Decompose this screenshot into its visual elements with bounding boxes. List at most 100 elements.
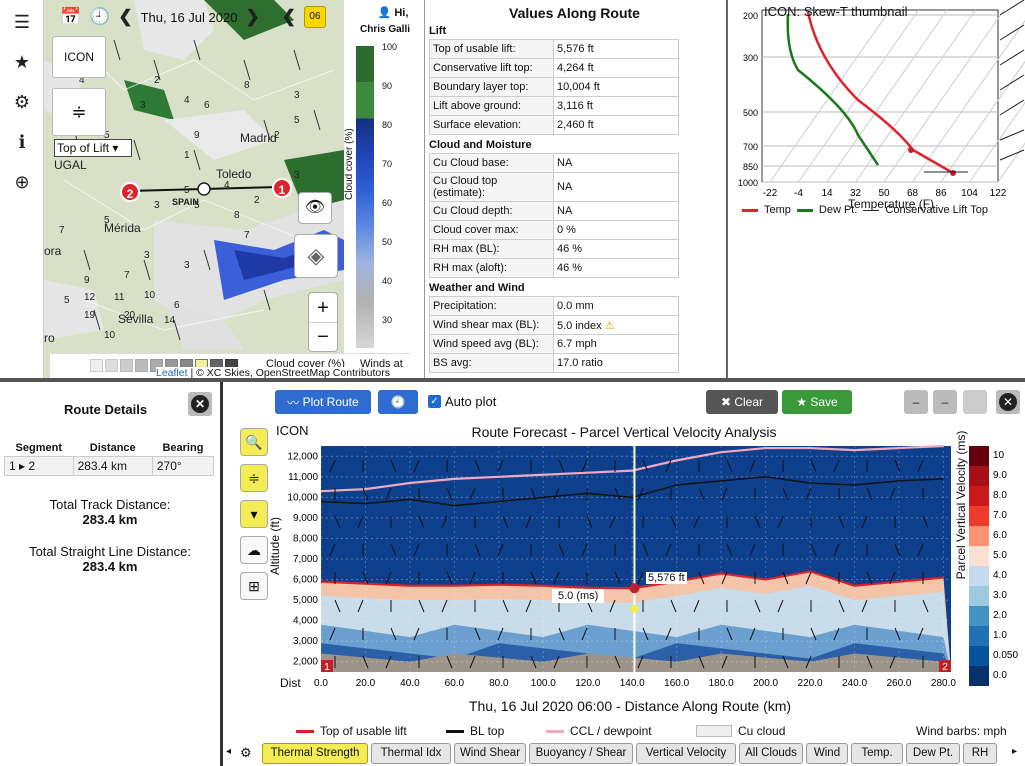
- colorbar-swatch: [969, 546, 989, 566]
- value-cell: 10,004 ft: [553, 77, 679, 97]
- value-label: Cu Cloud depth:: [429, 201, 554, 221]
- value-label: RH max (aloft):: [429, 258, 554, 278]
- left-sidebar: ☰ ★ ⚙ ℹ ⊕: [0, 0, 44, 378]
- tab-buoyancy-shear[interactable]: Buoyancy / Shear: [529, 743, 633, 764]
- prev-hour-icon[interactable]: ❮: [281, 7, 296, 26]
- series-line-1: [320, 476, 944, 507]
- skewt-temp-tick: 122: [990, 188, 1007, 199]
- calendar-icon[interactable]: 📅: [60, 7, 82, 26]
- save-button[interactable]: ★ Save: [782, 390, 852, 414]
- x-tick-label: 40.0: [400, 678, 420, 689]
- minimize-button[interactable]: –: [904, 390, 928, 414]
- tab-all-clouds[interactable]: All Clouds: [739, 743, 803, 764]
- total-track-value: 283.4 km: [82, 512, 138, 527]
- eye-icon[interactable]: 👁: [298, 192, 332, 224]
- route-marker-2[interactable]: 2: [120, 182, 140, 202]
- terrain: [321, 653, 951, 672]
- value-label: Cu Cloud top (estimate):: [429, 172, 554, 202]
- wind-icon[interactable]: ≑: [240, 464, 268, 492]
- tab-dew-pt-[interactable]: Dew Pt.: [906, 743, 960, 764]
- wind-icon[interactable]: ≑: [52, 88, 106, 136]
- value-cell: 5,576 ft: [553, 39, 679, 59]
- skewt-temp-tick: 86: [935, 188, 947, 199]
- wind-speed-label: 19: [84, 310, 96, 321]
- plot-route-label: Plot Route: [302, 395, 359, 409]
- next-day-icon[interactable]: ❯: [245, 7, 260, 26]
- skewt-temp-tick: 14: [821, 188, 833, 199]
- wind-speed-label: 9: [84, 275, 90, 286]
- value-label: Wind speed avg (BL):: [429, 334, 554, 354]
- cloud-icon[interactable]: ☁: [240, 536, 268, 564]
- layers-icon[interactable]: ◈: [294, 234, 338, 278]
- wind-speed-label: 5: [194, 200, 200, 211]
- colorbar-swatch: [969, 586, 989, 606]
- tab-thermal-idx[interactable]: Thermal Idx: [371, 743, 451, 764]
- col-distance: Distance: [89, 442, 136, 454]
- restore-button[interactable]: –: [933, 390, 957, 414]
- skewt-pressure-tick: 850: [743, 162, 758, 172]
- clear-button[interactable]: ✖ Clear: [706, 390, 778, 414]
- tab-thermal-strength[interactable]: Thermal Strength: [262, 743, 368, 764]
- search-icon[interactable]: 🔍: [240, 428, 268, 456]
- plot-route-button[interactable]: 〰 Plot Route: [275, 390, 371, 414]
- skewt-pressure-tick: 300: [743, 53, 758, 63]
- user-name[interactable]: Chris Galli: [359, 24, 410, 35]
- crosshair-icon[interactable]: ⊕: [14, 172, 30, 192]
- colorbar-title: Parcel Vertical Velocity (ms): [954, 430, 968, 580]
- route-marker-1[interactable]: 1: [272, 178, 292, 198]
- place-label: UGAL: [54, 158, 87, 172]
- hamburger-menu-icon[interactable]: ☰: [13, 12, 31, 32]
- horizontal-divider[interactable]: [0, 378, 1025, 382]
- value-label: Boundary layer top:: [429, 77, 554, 97]
- table-row: Cu Cloud top (estimate): NA: [429, 172, 679, 202]
- legend-tick: 80: [382, 120, 393, 130]
- skewt-xlabel: Temperature (F): [848, 197, 935, 211]
- tab-rh[interactable]: RH: [963, 743, 997, 764]
- auto-plot-checkbox[interactable]: ✓: [428, 395, 441, 408]
- map-view[interactable]: Madrid Toledo SPAIN Mérida Sevilla UGAL ora ro 2…: [44, 0, 344, 380]
- star-icon[interactable]: ★: [13, 52, 31, 72]
- route-close-button[interactable]: ✕: [188, 392, 212, 416]
- table-row: Cloud cover max: 0 %: [429, 220, 679, 240]
- place-label: ora: [44, 244, 62, 258]
- tabs-right-icon[interactable]: ▸: [1012, 746, 1018, 757]
- value-label: Conservative lift top:: [429, 58, 554, 78]
- prev-day-icon[interactable]: ❮: [118, 7, 133, 26]
- legend-title: Cloud cover (%): [344, 128, 355, 200]
- x-tick-label: 60.0: [445, 678, 465, 689]
- maximize-button[interactable]: [963, 390, 987, 414]
- wind-speed-label: 2: [274, 130, 280, 141]
- zoom-out-button[interactable]: −: [317, 326, 329, 348]
- zoom-in-button[interactable]: +: [309, 293, 337, 323]
- map-bottom-bar: Cloud cover (%) Winds at Leaflet | © XC …: [50, 353, 410, 379]
- x-tick-label: 240.0: [842, 678, 867, 689]
- tab-vertical-velocity[interactable]: Vertical Velocity: [636, 743, 736, 764]
- tab-wind[interactable]: Wind: [806, 743, 848, 764]
- gear-icon[interactable]: ⚙: [13, 92, 31, 112]
- tabs-left-icon[interactable]: ◂: [226, 746, 232, 757]
- model-button[interactable]: ICON: [52, 36, 106, 78]
- forecast-close-button[interactable]: ✕: [996, 390, 1020, 414]
- layer-select[interactable]: Top of Lift ▾: [54, 139, 132, 157]
- time-button[interactable]: 🕘: [378, 390, 418, 414]
- wind-speed-label: 7: [124, 270, 130, 281]
- colorbar-tick: 10: [993, 450, 1005, 461]
- colorbar-swatch: [969, 606, 989, 626]
- tab-temp-[interactable]: Temp.: [851, 743, 903, 764]
- dist-label: Dist: [280, 676, 301, 690]
- tab-wind-shear[interactable]: Wind Shear: [454, 743, 526, 764]
- legend-tick: 40: [382, 276, 393, 286]
- wind-speed-label: 2: [154, 75, 160, 86]
- colorbar-swatch: [969, 666, 989, 686]
- expand-icon[interactable]: ⊞: [240, 572, 268, 600]
- table-row[interactable]: 1 ▸ 2 283.4 km 270°: [4, 456, 215, 476]
- leaflet-link[interactable]: Leaflet: [156, 367, 188, 379]
- tabs-gear-icon[interactable]: ⚙: [240, 745, 252, 760]
- hour-badge[interactable]: 06: [303, 6, 326, 28]
- info-icon[interactable]: ℹ: [18, 132, 26, 152]
- skewt-marker: [950, 170, 956, 176]
- clock-icon[interactable]: 🕘: [89, 7, 111, 26]
- vertical-divider[interactable]: [220, 382, 223, 766]
- dropdown-icon[interactable]: ▾: [240, 500, 268, 528]
- value-cell: NA: [553, 201, 679, 221]
